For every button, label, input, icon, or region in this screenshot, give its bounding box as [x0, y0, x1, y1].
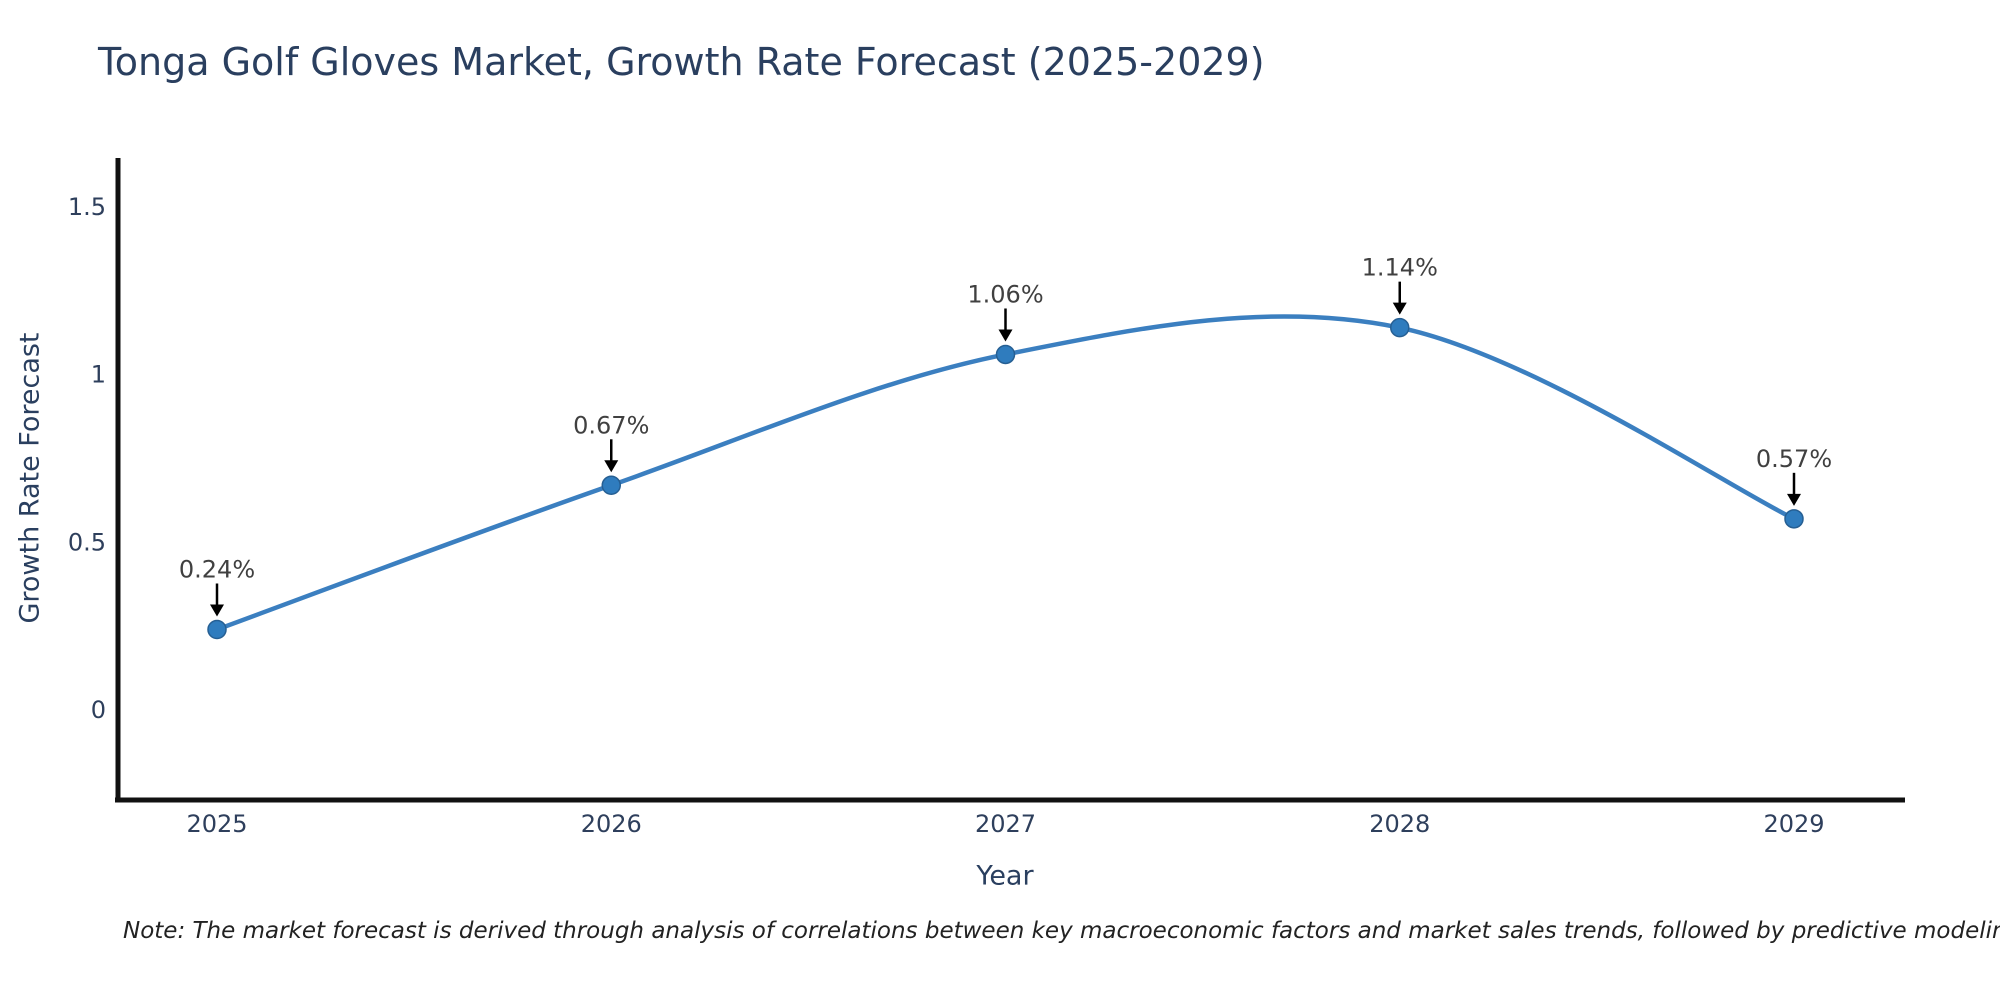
x-tick-label: 2028 — [1369, 810, 1430, 838]
x-tick-label: 2025 — [186, 810, 247, 838]
point-annotation: 0.57% — [1756, 445, 1832, 473]
annotation-arrowhead — [210, 604, 224, 617]
x-tick-label: 2029 — [1763, 810, 1824, 838]
annotation-arrowhead — [1392, 302, 1407, 315]
x-axis-title: Year — [976, 860, 1034, 892]
data-point[interactable] — [1390, 317, 1410, 338]
point-annotation: 0.67% — [573, 411, 649, 439]
annotation-arrowhead — [998, 329, 1013, 342]
point-annotation: 1.06% — [967, 280, 1043, 308]
data-point[interactable] — [601, 475, 621, 496]
point-annotation: 1.14% — [1362, 254, 1438, 282]
data-point[interactable] — [1784, 509, 1804, 529]
y-tick-label: 1.5 — [68, 193, 106, 221]
x-tick-label: 2026 — [581, 810, 642, 838]
chart-title: Tonga Golf Gloves Market, Growth Rate Fo… — [98, 40, 1265, 84]
x-tick-label: 2027 — [975, 810, 1036, 838]
y-axis-title: Growth Rate Forecast — [14, 332, 46, 624]
data-point[interactable] — [995, 344, 1016, 365]
point-annotation: 0.24% — [179, 556, 255, 584]
y-tick-label: 1 — [91, 361, 106, 389]
data-point[interactable] — [207, 619, 227, 640]
footnote: Note: The market forecast is derived thr… — [123, 918, 2000, 944]
y-tick-label: 0.5 — [68, 528, 106, 556]
y-tick-label: 0 — [91, 696, 106, 724]
annotation-arrowhead — [1787, 493, 1801, 506]
annotation-arrowhead — [604, 460, 619, 473]
